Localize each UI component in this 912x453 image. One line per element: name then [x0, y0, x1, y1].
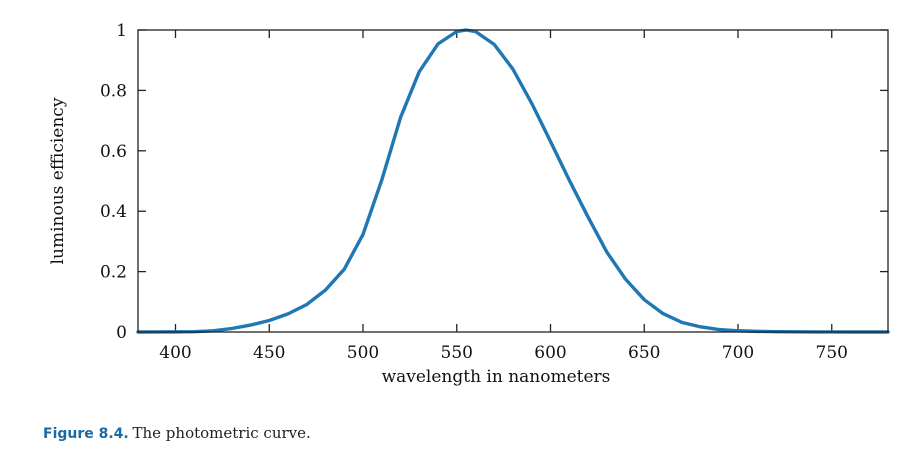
- y-tick-label: 1: [116, 21, 127, 41]
- photometric-chart: 400 450 500 550 600 650 700 750 0 0.2 0.4 0.6 0.8 1 w…: [48, 21, 890, 387]
- x-tick-label: 650: [628, 343, 660, 363]
- tick-labels: 400 450 500 550 600 650 700 750 0 0.2 0.4 0.6 0.8 1: [100, 21, 848, 363]
- x-axis-label: wavelength in nanometers: [382, 367, 611, 387]
- x-tick-label: 600: [534, 343, 566, 363]
- figure-caption: Figure 8.4. The photometric curve.: [43, 424, 311, 443]
- x-tick-label: 550: [441, 343, 473, 363]
- y-tick-label: 0.8: [100, 81, 127, 101]
- x-tick-label: 450: [253, 343, 285, 363]
- x-tick-label: 400: [159, 343, 191, 363]
- x-tick-label: 700: [722, 343, 754, 363]
- x-tick-label: 750: [816, 343, 848, 363]
- luminous-efficiency-line: [136, 28, 890, 334]
- y-axis-label: luminous efficiency: [48, 97, 68, 264]
- x-tick-label: 500: [347, 343, 379, 363]
- y-tick-label: 0.4: [100, 202, 127, 222]
- caption-text: The photometric curve.: [132, 424, 311, 442]
- y-tick-label: 0: [116, 323, 127, 343]
- axis-ticks: [138, 29, 888, 333]
- figure-number: Figure 8.4.: [43, 426, 129, 442]
- plot-frame: [137, 29, 889, 333]
- y-tick-label: 0.2: [100, 263, 127, 283]
- y-tick-label: 0.6: [100, 142, 127, 162]
